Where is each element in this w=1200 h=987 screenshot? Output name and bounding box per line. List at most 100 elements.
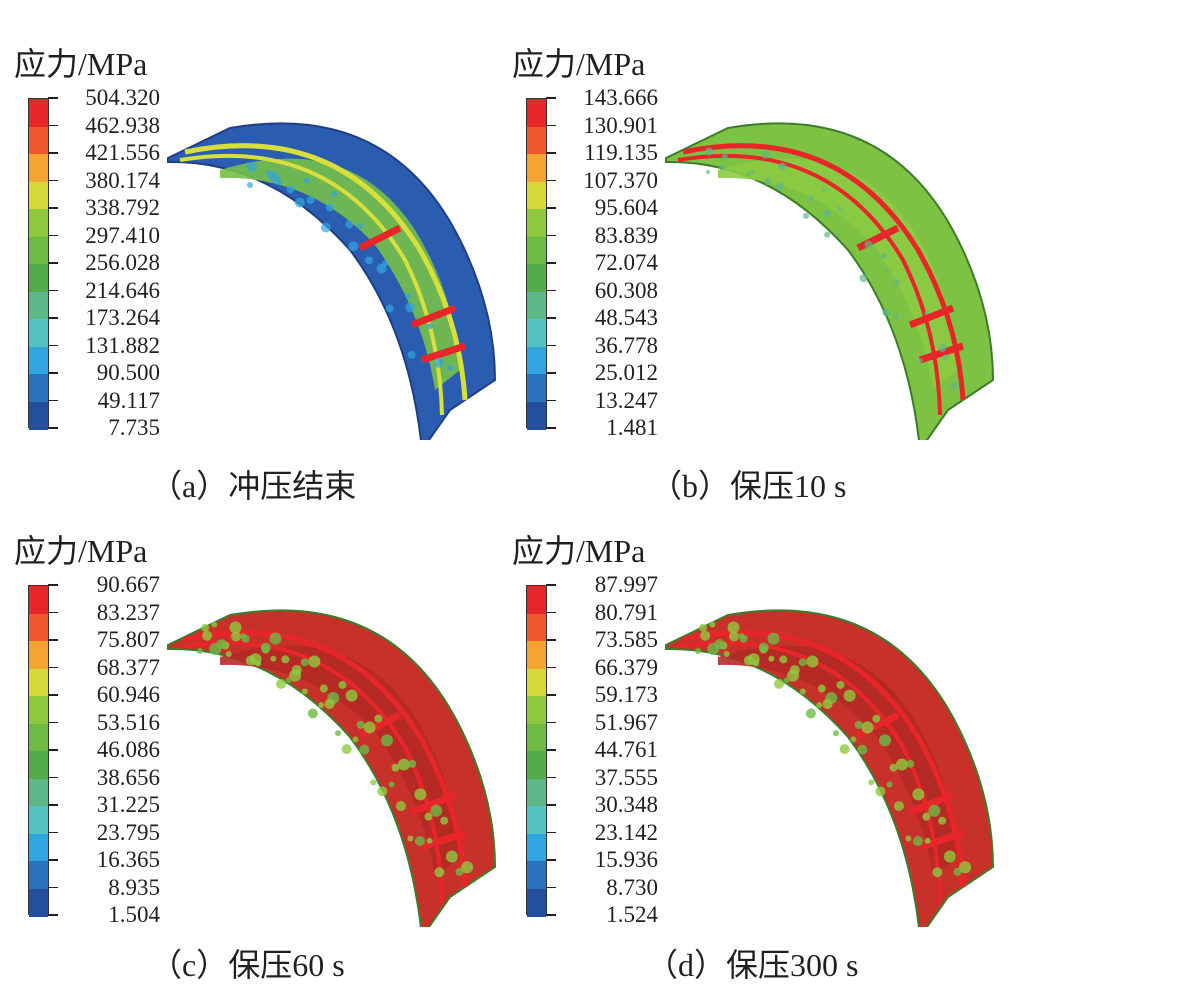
legend-tick-label: 131.882 — [85, 332, 160, 358]
contour-speckle — [202, 630, 213, 641]
unit-label: 应力/MPa — [512, 46, 646, 82]
contour-speckle — [803, 212, 810, 219]
legend-color-band — [527, 154, 546, 182]
legend-tick — [546, 749, 556, 751]
stress-contour-part — [665, 609, 995, 927]
contour-speckle — [875, 786, 886, 797]
contour-speckle — [325, 203, 334, 212]
contour-speckle — [798, 658, 807, 667]
legend-color-band — [527, 888, 546, 917]
contour-speckle — [300, 658, 309, 667]
contour-speckle — [433, 357, 444, 368]
contour-speckle — [324, 699, 335, 710]
contour-speckle — [807, 195, 814, 202]
contour-speckle — [341, 744, 352, 755]
contour-speckle — [434, 867, 445, 878]
contour-speckle — [816, 701, 823, 708]
legend-tick-label: 36.778 — [594, 332, 658, 358]
part-cross-rib — [358, 224, 402, 252]
color-legend-bar — [28, 98, 49, 430]
contour-speckle — [824, 231, 831, 238]
legend-tick — [48, 611, 58, 614]
legend-tick — [546, 721, 556, 724]
legend-color-band — [29, 696, 48, 724]
contour-speckle — [440, 816, 449, 825]
legend-tick-label: 53.516 — [96, 709, 160, 735]
contour-speckle — [817, 684, 826, 693]
part-inner-panel — [718, 645, 958, 877]
legend-tick-label: 90.500 — [96, 360, 160, 385]
contour-speckle — [950, 381, 959, 390]
legend-tick — [546, 234, 556, 237]
contour-speckle — [805, 708, 816, 719]
contour-speckle — [376, 263, 387, 274]
contour-speckle — [348, 241, 359, 252]
legend-tick — [48, 584, 58, 586]
legend-tick-label: 60.946 — [96, 682, 160, 707]
contour-speckle — [426, 323, 433, 330]
legend-tick-label: 8.730 — [606, 874, 658, 900]
contour-speckle — [868, 779, 875, 786]
stress-contour-part — [167, 609, 497, 927]
legend-color-band — [527, 723, 546, 752]
legend-tick — [48, 639, 58, 641]
legend-tick — [546, 317, 556, 319]
legend-tick-label: 143.666 — [583, 85, 658, 110]
contour-speckle — [260, 642, 271, 653]
part-body — [167, 609, 497, 927]
legend-tick — [546, 804, 556, 806]
legend-tick-label: 83.237 — [96, 599, 160, 625]
contour-speckle — [761, 150, 770, 159]
legend-tick-label: 8.935 — [108, 874, 160, 900]
contour-speckle — [408, 759, 417, 768]
contour-speckle — [938, 344, 947, 353]
legend-tick-label: 23.142 — [594, 819, 658, 845]
legend-tick-label: 37.555 — [594, 764, 658, 790]
contour-speckle — [247, 182, 253, 188]
contour-speckle — [750, 170, 755, 175]
contour-speckle — [455, 867, 464, 876]
legend-tick-label: 7.735 — [108, 415, 160, 440]
legend-color-band — [527, 264, 546, 292]
legend-tick-label: 462.938 — [85, 112, 160, 138]
legend-color-band — [527, 613, 546, 642]
legend-tick-label: 297.410 — [85, 222, 160, 248]
legend-tick-label: 73.585 — [594, 627, 658, 652]
legend-color-band — [29, 126, 48, 155]
legend-tick — [546, 124, 556, 127]
legend-color-band — [527, 99, 546, 127]
legend-color-band — [527, 668, 546, 697]
contour-speckle — [345, 220, 354, 229]
legend-color-band — [29, 181, 48, 210]
legend-tick — [546, 584, 556, 586]
contour-speckle — [822, 188, 827, 193]
legend-color-band — [29, 641, 48, 669]
part-bead-line — [682, 143, 966, 401]
part-cross-rib — [420, 829, 467, 851]
contour-speckle — [445, 850, 458, 863]
contour-speckle — [878, 734, 891, 747]
contour-speckle — [359, 744, 370, 755]
contour-speckle — [837, 206, 842, 211]
contour-speckle — [864, 240, 873, 249]
legend-color-band — [29, 209, 48, 237]
legend-tick — [546, 611, 556, 614]
legend-tick — [48, 289, 58, 292]
legend-tick-label: 130.901 — [583, 112, 658, 138]
contour-speckle — [285, 677, 292, 684]
contour-speckle — [806, 655, 819, 668]
panel-caption: （d）保压300 s — [646, 947, 859, 983]
legend-tick-label: 25.012 — [594, 360, 658, 385]
part-bead-line — [184, 143, 468, 401]
legend-tick-label: 214.646 — [85, 277, 160, 303]
contour-speckle — [385, 304, 394, 313]
contour-speckle — [407, 350, 416, 359]
legend-color-band — [527, 374, 546, 402]
contour-speckle — [822, 699, 833, 710]
legend-tick-label: 46.086 — [96, 737, 160, 762]
contour-speckle — [729, 631, 740, 642]
legend-color-band — [29, 346, 48, 375]
contour-speckle — [363, 721, 376, 734]
contour-speckle — [319, 684, 328, 693]
contour-speckle — [912, 788, 925, 801]
